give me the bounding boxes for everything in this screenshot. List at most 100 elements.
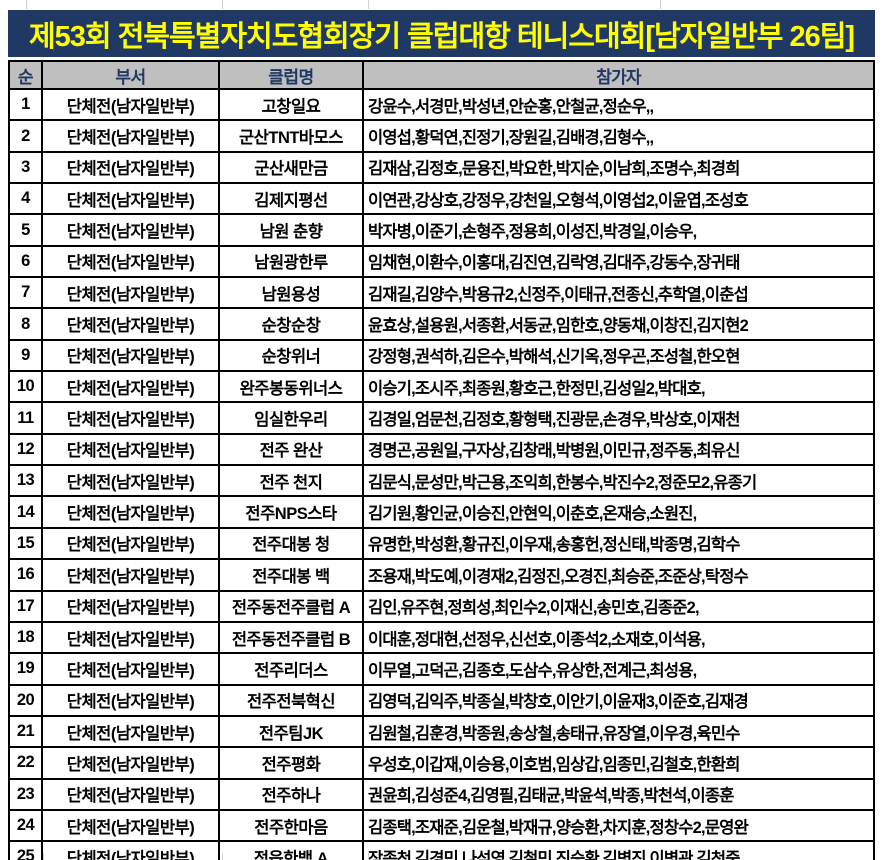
cell-club-name: 임실한우리: [220, 403, 364, 433]
cell-department: 단체전(남자일반부): [43, 152, 220, 183]
cell-rank-no: 23: [10, 779, 43, 809]
cell-participants: 김재길,김양수,박용규2,신정주,이태규,전종신,추학열,이춘섭: [368, 285, 749, 304]
cell-participants: 강정형,권석하,김은수,박해석,신기옥,정우곤,조성철,한오현: [368, 348, 740, 367]
table-row: 14 단체전(남자일반부) 전주NPS스타 김기원,황인균,이승진,안현익,이춘…: [10, 497, 873, 529]
cell-club-name: 전주평화: [220, 748, 364, 778]
cell-club-name: 전주NPS스타: [220, 497, 364, 527]
cell-club-name: 전주동전주클럽 A: [220, 591, 364, 621]
cell-rank-no: 9: [10, 340, 43, 371]
cell-club-name: 정읍한백 A: [220, 842, 364, 860]
table-row: 7 단체전(남자일반부) 남원용성 김재길,김양수,박용규2,신정주,이태규,전…: [10, 278, 873, 310]
cell-club-name: 전주한마음: [220, 810, 364, 841]
gridline: [368, 853, 369, 860]
cell-department: 단체전(남자일반부): [43, 121, 220, 151]
cell-club-name: 순창위너: [220, 340, 364, 371]
cell-club-name: 전주전북혁신: [220, 685, 364, 715]
table-row: 9 단체전(남자일반부) 순창위너 강정형,권석하,김은수,박해석,신기옥,정우…: [10, 340, 873, 373]
cell-department: 단체전(남자일반부): [43, 748, 220, 778]
cell-rank-no: 19: [10, 654, 43, 684]
cell-rank-no: 10: [10, 372, 43, 402]
cell-club-name: 전주리더스: [220, 654, 364, 684]
cell-department: 단체전(남자일반부): [43, 654, 220, 684]
cell-department: 단체전(남자일반부): [43, 842, 220, 860]
cell-participants: 경명곤,공원일,구자상,김창래,박병원,이민규,정주동,최유신: [368, 442, 740, 461]
cell-rank-no: 18: [10, 622, 43, 653]
cell-participants: 박자병,이준기,손형주,정용희,이성진,박경일,이승우,: [368, 223, 697, 242]
cell-participants: 임채현,이환수,이홍대,김진연,김락영,김대주,강동수,장귀태: [368, 254, 740, 273]
cell-rank-no: 1: [10, 90, 43, 120]
cell-club-name: 고창일요: [220, 90, 364, 120]
cell-club-name: 전주대봉 청: [220, 528, 364, 559]
cell-participants: 김기원,황인균,이승진,안현익,이춘호,온재승,소원진,: [368, 505, 697, 524]
cell-department: 단체전(남자일반부): [43, 372, 220, 402]
cell-rank-no: 2: [10, 121, 43, 151]
table-row: 2 단체전(남자일반부) 군산TNT바모스 이영섭,황덕연,진정기,장원길,김배…: [10, 121, 873, 153]
gridline: [222, 853, 223, 860]
table-row: 1 단체전(남자일반부) 고창일요 강윤수,서경만,박성년,안순홍,안철균,정순…: [10, 90, 873, 122]
table-row: 10 단체전(남자일반부) 완주봉동위너스 이승기,조시주,최종원,황호근,한정…: [10, 372, 873, 404]
table-row: 18 단체전(남자일반부) 전주동전주클럽 B 이대훈,정대현,선정우,신선호,…: [10, 622, 873, 655]
table-row: 20 단체전(남자일반부) 전주전북혁신 김영덕,김익주,박종실,박창호,이안기…: [10, 685, 873, 717]
cell-department: 단체전(남자일반부): [43, 685, 220, 715]
cell-participants: 권윤희,김성준4,김영필,김태균,박윤석,박종,박천석,이종훈: [368, 787, 734, 806]
cell-club-name: 전주대봉 백: [220, 560, 364, 590]
cell-department: 단체전(남자일반부): [43, 309, 220, 339]
cell-rank-no: 12: [10, 434, 43, 465]
table-row: 5 단체전(남자일반부) 남원 춘향 박자병,이준기,손형주,정용희,이성진,박…: [10, 215, 873, 247]
column-header-club: 클럽명: [220, 62, 364, 88]
cell-club-name: 완주봉동위너스: [220, 372, 364, 402]
table-row: 6 단체전(남자일반부) 남원광한루 임채현,이환수,이홍대,김진연,김락영,김…: [10, 246, 873, 279]
cell-department: 단체전(남자일반부): [43, 246, 220, 277]
cell-department: 단체전(남자일반부): [43, 622, 220, 653]
table-row: 17 단체전(남자일반부) 전주동전주클럽 A 김인,유주현,정희성,최인수2,…: [10, 591, 873, 623]
table-row: 25 단체전(남자일반부) 정읍한백 A 장종천,김경민,나석영,김철민,진승환…: [10, 842, 873, 860]
cell-participants: 김경일,엄문천,김정호,황형택,진광문,손경우,박상호,이재천: [368, 411, 740, 430]
cell-participants: 김인,유주현,정희성,최인수2,이재신,송민호,김종준2,: [368, 599, 700, 618]
cell-department: 단체전(남자일반부): [43, 810, 220, 841]
cell-participants: 김영덕,김익주,박종실,박창호,이안기,이윤재3,이준호,김재경: [368, 693, 749, 712]
table-row: 21 단체전(남자일반부) 전주팀JK 김원철,김훈경,박종원,송상철,송태규,…: [10, 716, 873, 749]
cell-participants: 우성호,이갑재,이승용,이호범,임상갑,임종민,김철호,한환희: [368, 755, 740, 774]
cell-rank-no: 24: [10, 810, 43, 841]
cell-department: 단체전(남자일반부): [43, 466, 220, 496]
table-row: 24 단체전(남자일반부) 전주한마음 김종택,조재준,김운철,박재규,양승환,…: [10, 810, 873, 843]
cell-participants: 이승기,조시주,최종원,황호근,한정민,김성일2,박대호,: [368, 379, 706, 398]
cell-rank-no: 11: [10, 403, 43, 433]
cell-rank-no: 5: [10, 215, 43, 245]
cell-club-name: 군산TNT바모스: [220, 121, 364, 151]
cell-participants: 김원철,김훈경,박종원,송상철,송태규,유장열,이우경,육민수: [368, 724, 740, 743]
cell-rank-no: 8: [10, 309, 43, 339]
cell-participants: 장종천,김경민,나석영,김철민,진승환,김병진,이병관,김천중: [368, 849, 740, 860]
cell-department: 단체전(남자일반부): [43, 215, 220, 245]
cell-department: 단체전(남자일반부): [43, 90, 220, 120]
cell-department: 단체전(남자일반부): [43, 779, 220, 809]
cell-club-name: 전주 천지: [220, 466, 364, 496]
cell-department: 단체전(남자일반부): [43, 340, 220, 371]
cell-rank-no: 17: [10, 591, 43, 621]
table-row: 19 단체전(남자일반부) 전주리더스 이무열,고덕곤,김종호,도삼수,유상한,…: [10, 654, 873, 686]
cell-club-name: 전주 완산: [220, 434, 364, 465]
cell-department: 단체전(남자일반부): [43, 716, 220, 747]
cell-rank-no: 16: [10, 560, 43, 590]
column-header-dept: 부서: [43, 62, 220, 88]
gridline: [368, 0, 369, 9]
cell-rank-no: 6: [10, 246, 43, 277]
cell-participants: 김재삼,김정호,문용진,박요한,박지순,이남희,조명수,최경희: [368, 160, 740, 179]
cell-rank-no: 3: [10, 152, 43, 183]
gridline: [43, 853, 44, 860]
cell-club-name: 전주팀JK: [220, 716, 364, 747]
teams-table: 순 부서 클럽명 참가자 1 단체전(남자일반부) 고창일요 강윤수,서경만,박…: [8, 60, 875, 860]
cell-rank-no: 20: [10, 685, 43, 715]
table-row: 15 단체전(남자일반부) 전주대봉 청 유명한,박성환,황규진,이우재,송홍헌…: [10, 528, 873, 561]
table-row: 4 단체전(남자일반부) 김제지평선 이연관,강상호,강정우,강천일,오형석,이…: [10, 184, 873, 216]
cell-department: 단체전(남자일반부): [43, 278, 220, 308]
cell-department: 단체전(남자일반부): [43, 403, 220, 433]
cell-rank-no: 22: [10, 748, 43, 778]
cell-club-name: 순창순창: [220, 309, 364, 339]
cell-department: 단체전(남자일반부): [43, 591, 220, 621]
cell-participants: 조용재,박도예,이경재2,김정진,오경진,최승준,조준상,탁정수: [368, 567, 749, 586]
table-row: 23 단체전(남자일반부) 전주하나 권윤희,김성준4,김영필,김태균,박윤석,…: [10, 779, 873, 811]
cell-participants: 강윤수,서경만,박성년,안순홍,안철균,정순우,,: [368, 97, 654, 116]
cell-club-name: 군산새만금: [220, 152, 364, 183]
